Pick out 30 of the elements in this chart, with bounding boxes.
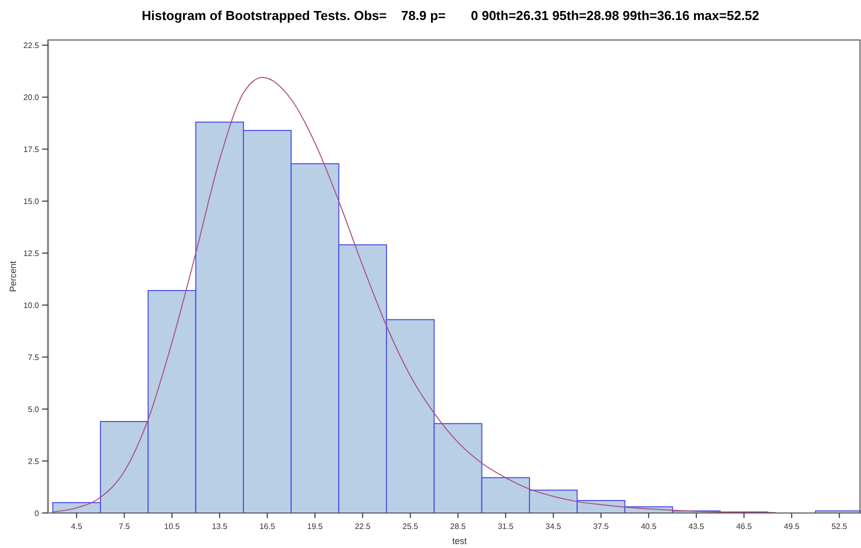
y-tick-label: 2.5: [28, 457, 40, 466]
y-tick-label: 10.0: [23, 301, 40, 310]
x-tick-label: 46.5: [736, 522, 752, 531]
x-tick-label: 16.5: [260, 522, 276, 531]
x-tick-label: 13.5: [212, 522, 228, 531]
x-tick-label: 31.5: [498, 522, 514, 531]
y-tick-label: 12.5: [23, 249, 40, 258]
x-tick-label: 34.5: [546, 522, 562, 531]
y-axis-title: Percent: [8, 260, 18, 292]
x-tick-label: 10.5: [164, 522, 180, 531]
x-tick-label: 22.5: [354, 522, 371, 531]
x-tick-label: 37.5: [593, 522, 610, 531]
x-tick-label: 49.5: [784, 522, 800, 531]
x-tick-label: 28.5: [450, 522, 466, 531]
x-tick-label: 43.5: [688, 522, 705, 531]
x-tick-label: 40.5: [640, 522, 657, 531]
x-axis-title: test: [452, 536, 468, 546]
x-tick-label: 19.5: [307, 522, 324, 531]
y-tick-label: 20.0: [23, 93, 40, 102]
y-tick-label: 5.0: [28, 405, 40, 414]
y-tick-label: 7.5: [28, 353, 40, 362]
y-tick-label: 22.5: [23, 41, 40, 50]
x-tick-label: 4.5: [71, 522, 83, 531]
y-tick-label: 17.5: [23, 145, 40, 154]
y-tick-label: 0: [34, 509, 40, 518]
x-tick-label: 52.5: [832, 522, 848, 531]
x-tick-label: 25.5: [402, 522, 419, 531]
y-tick-label: 15.0: [23, 197, 40, 206]
chart-title: Histogram of Bootstrapped Tests. Obs= 78.9 p= 0 90th=26.31 95th=28.98 99th=36.16 max=52.52: [142, 8, 760, 23]
x-tick-label: 7.5: [118, 522, 130, 531]
